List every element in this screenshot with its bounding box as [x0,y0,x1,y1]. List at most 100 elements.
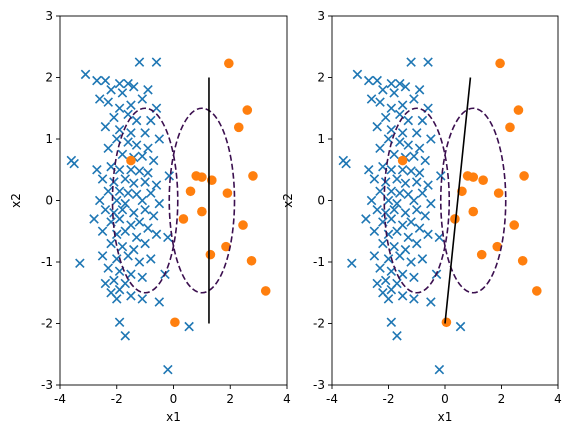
contour-ellipse-2 [439,107,507,294]
x-marker-point [140,238,150,249]
x-marker-point [146,188,156,198]
x-marker-point [423,229,433,240]
o-marker-point [450,214,460,224]
x-tick-label: -4 [54,392,66,406]
x-marker-point [411,204,422,215]
o-marker-point [468,172,479,182]
o-marker-point [478,175,488,186]
x-marker-point [386,317,397,328]
x-marker-point [372,121,382,132]
o-marker-point [222,188,233,198]
o-marker-point [242,105,253,115]
x-marker-point [111,254,122,264]
x-marker-point [386,164,397,175]
x-marker-point [414,168,425,178]
contour-ellipse-2 [168,107,236,294]
x-marker-point [383,254,394,264]
x-marker-point [114,214,125,224]
x-marker-point [120,198,131,209]
x-marker-point [375,97,385,107]
o-marker-point [126,155,136,166]
x-marker-point [386,78,397,89]
o-marker-point [221,241,231,252]
y-tick-label: 0 [45,194,53,208]
x-marker-point [395,137,405,147]
x-marker-point [103,97,114,107]
x-marker-point [409,294,419,304]
x-marker-point [143,223,153,233]
x-marker-point [386,214,397,224]
x-marker-point [423,180,433,190]
x-marker-point [363,75,374,86]
x-marker-point [137,94,148,104]
x-marker-point [406,257,416,267]
x-marker-point [120,226,131,237]
x-marker-point [392,174,402,184]
x-marker-point [117,241,128,252]
x-marker-point [111,195,122,206]
x-marker-point [420,211,430,221]
x-tick-label: 4 [554,392,562,406]
x-marker-point [92,75,102,86]
x-marker-point [151,180,162,190]
x-marker-point [409,94,419,104]
x-marker-point [163,232,173,243]
x-marker-point [435,171,446,181]
x-marker-point [386,103,397,114]
x-marker-point [434,364,445,375]
x-marker-point [154,198,165,209]
x-marker-point [426,198,436,209]
o-marker-point [246,255,257,266]
o-marker-point [519,171,529,181]
x-marker-point [392,331,402,341]
x-marker-point [89,214,99,224]
x-marker-point [131,115,142,126]
x-marker-point [100,121,111,132]
x-marker-point [154,134,165,144]
x-marker-point [386,284,397,295]
y-tick-label: -3 [313,378,325,392]
o-marker-point [493,188,504,198]
x-marker-point [126,291,136,301]
x-marker-point [143,85,153,95]
o-marker-point [441,317,452,328]
x-marker-point [75,258,85,268]
x-marker-point [120,331,131,341]
x-marker-point [126,100,136,110]
x-marker-point [366,195,377,206]
o-marker-point [495,58,505,69]
x-marker-point [380,275,391,286]
x-marker-point [389,149,399,160]
x-marker-point [163,364,173,375]
x-marker-point [369,226,380,237]
y-tick-label: 3 [317,9,325,23]
o-marker-point [178,214,189,224]
x-tick-label: 2 [226,392,234,406]
y-tick-label: -1 [313,255,325,269]
x-marker-point [375,143,385,153]
y-tick-label: 1 [317,132,325,146]
o-marker-point [513,105,524,115]
o-marker-point [238,220,248,230]
x-marker-point [148,211,159,221]
x-marker-point [129,178,139,189]
x-marker-point [100,204,111,215]
x-marker-point [414,143,425,153]
x-marker-point [111,294,122,304]
x-marker-point [148,155,159,166]
x-marker-point [140,177,150,187]
x-marker-point [409,195,419,206]
x-marker-point [106,238,116,249]
x-marker-point [106,85,116,95]
o-marker-point [170,317,180,328]
x-marker-point [134,257,145,267]
x-marker-point [69,158,79,169]
x-marker-point [154,297,165,307]
x-marker-point [406,217,416,227]
x-marker-point [184,321,194,332]
x-marker-point [103,143,114,153]
x-marker-point [414,85,425,95]
o-marker-point [248,171,258,181]
x-marker-point [395,188,405,198]
x-marker-point [129,208,139,218]
